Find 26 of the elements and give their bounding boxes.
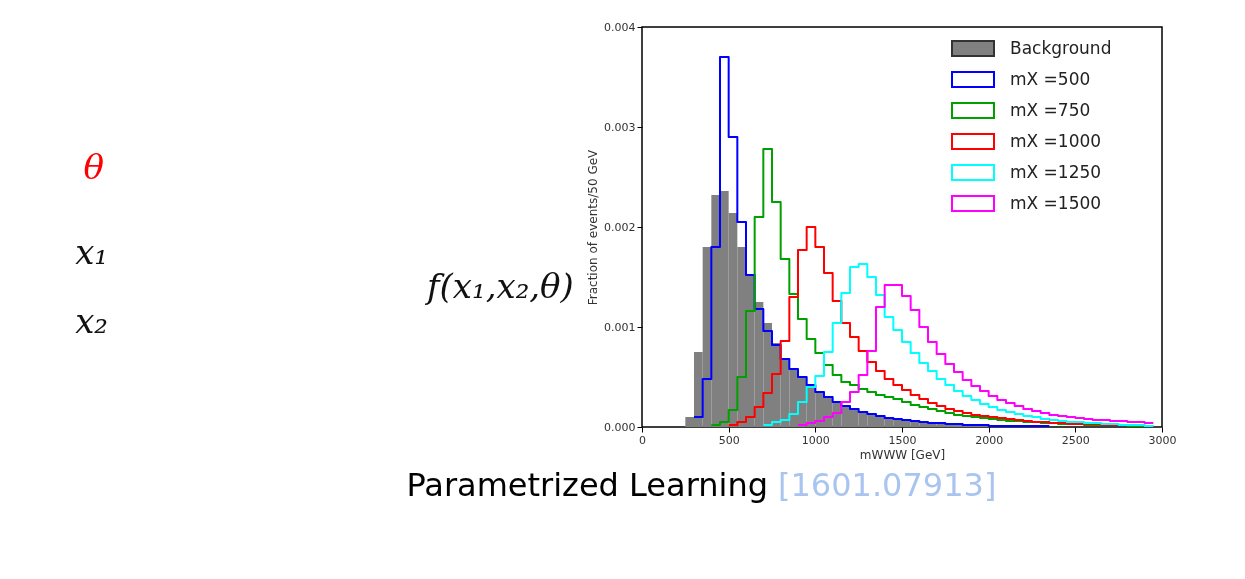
y-axis-title: Fraction of events/50 GeV [586, 148, 601, 306]
y-tick-label: 0.001 [604, 320, 636, 334]
text: x₁ [75, 232, 108, 272]
y-tick-label: 0.000 [604, 420, 636, 434]
x-tick-label: 500 [718, 433, 740, 447]
y-tick-label: 0.002 [604, 220, 636, 234]
x-tick-label: 0 [639, 433, 646, 447]
x-tick-label: 1500 [888, 433, 917, 447]
x-tick-label: 3000 [1148, 433, 1177, 447]
text: Parametrized Learning [406, 466, 768, 504]
text: θ [83, 147, 104, 187]
y-tick-label: 0.003 [604, 120, 636, 134]
legend-label: mX =1000 [1010, 131, 1102, 151]
x-tick-label: 2500 [1061, 433, 1090, 447]
legend-label: mX =1500 [1010, 193, 1102, 213]
text: f(x₁,x₂,θ) [424, 266, 574, 306]
x-tick-label: 1000 [801, 433, 830, 447]
legend-label: mX =500 [1010, 69, 1091, 89]
text: x₂ [75, 301, 108, 341]
text: [1601.07913] [778, 466, 997, 504]
legend-label: mX =1250 [1010, 162, 1102, 182]
x-axis-title: mWWW [GeV] [859, 447, 946, 462]
legend-label: Background [1010, 38, 1112, 58]
legend-label: mX =750 [1010, 100, 1091, 120]
y-tick-label: 0.004 [604, 20, 636, 34]
x-tick-label: 2000 [975, 433, 1004, 447]
